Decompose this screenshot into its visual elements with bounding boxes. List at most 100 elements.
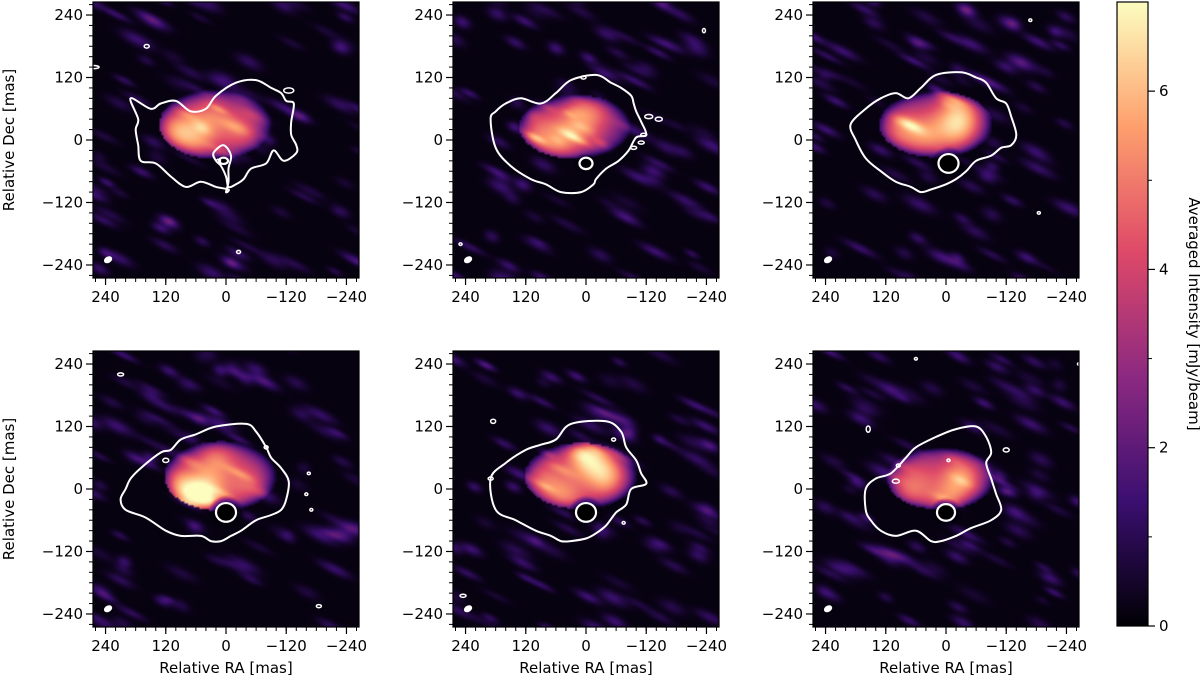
x-tick-label: 120 [871,288,900,306]
intensity-map [453,351,719,627]
x-tick-label: 120 [151,637,180,655]
shell-contour [489,419,648,543]
noise-contour [629,145,638,151]
noise-contour [306,471,312,476]
x-tick-label: −240 [686,637,727,655]
noise-contour [701,27,707,34]
noise-contour [309,507,314,512]
noise-contour [891,478,901,485]
colorbar-tick-label: 0 [1159,617,1169,635]
x-axis-label: Relative RA [mas] [159,659,292,677]
y-tick-label: 120 [774,418,803,436]
y-tick-label: 0 [73,480,83,498]
noise-contour [263,445,269,450]
noise-contour [215,158,222,164]
x-tick-label: −120 [986,637,1027,655]
x-axis-label: Relative RA [mas] [519,659,652,677]
y-tick-label: 120 [414,418,443,436]
panel-5: 240 120 0 −120 −240 240 120 0 −120 −240 Relative R… [402,347,727,677]
intensity-map [813,351,1079,627]
y-tick-label: −240 [762,256,803,274]
panel-4: 240 120 0 −120 −240 240 120 0 −120 −240 Relative D… [0,350,367,677]
y-axis-label: Relative Dec [mas] [0,418,18,560]
y-tick-label: −240 [762,605,803,623]
y-tick-label: 0 [433,480,443,498]
intensity-map [93,2,359,278]
x-tick-label: 240 [451,288,480,306]
panel-grid: 240 120 0 −120 −240 240 120 0 −120 −240 Relative D… [0,1,1087,677]
colorbar: 0 2 4 6 Averaged Intensity [mJy/beam] [1116,1,1200,635]
colorbar-tick-label: 2 [1159,439,1169,457]
x-tick-label: 240 [451,637,480,655]
noise-contour [487,476,494,481]
noise-contour [315,603,323,609]
panel-3: 240 120 0 −120 −240 240 120 0 −120 −240 [762,1,1087,306]
y-axis-label: Relative Dec [mas] [0,69,18,211]
noise-contour [1002,447,1010,453]
y-tick-label: −120 [762,542,803,560]
x-tick-label: 240 [91,288,120,306]
y-tick-label: −240 [42,256,83,274]
noise-contour [458,242,463,247]
x-tick-label: 240 [91,637,120,655]
y-tick-label: 120 [414,69,443,87]
x-tick-label: −240 [686,288,727,306]
intensity-map [453,2,719,278]
colorbar-gradient [1116,1,1149,627]
noise-contour [946,458,951,463]
noise-contour [621,520,626,525]
noise-contour [162,457,170,464]
x-tick-label: −120 [266,637,307,655]
x-tick-label: −120 [986,288,1027,306]
beam-ellipse [823,605,833,613]
y-tick-label: −240 [402,605,443,623]
beam-ellipse [103,256,113,264]
shell-contour [129,78,299,194]
noise-contour [580,75,587,80]
central-hole-contour [578,156,594,171]
x-tick-label: 0 [221,637,231,655]
x-tick-label: 240 [811,637,840,655]
noise-contour [143,43,150,49]
colorbar-label: Averaged Intensity [mJy/beam] [1185,197,1200,430]
y-tick-label: 120 [54,69,83,87]
shell-contour [849,71,1018,194]
y-tick-label: 0 [433,131,443,149]
y-tick-label: −120 [42,542,83,560]
y-tick-label: 120 [774,69,803,87]
beam-ellipse [463,256,473,264]
noise-contour [654,116,664,123]
x-tick-label: −120 [266,288,307,306]
noise-contour [459,593,467,599]
x-tick-label: 120 [511,288,540,306]
y-tick-label: 0 [793,131,803,149]
beam-ellipse [103,605,113,613]
central-hole-contour [214,501,238,523]
noise-contour [865,425,871,433]
x-tick-label: 0 [221,288,231,306]
noise-contour [913,356,919,361]
noise-contour [235,249,242,255]
central-hole-contour [217,156,230,166]
central-hole-contour [935,503,957,522]
noise-contour [594,347,598,350]
x-tick-label: 0 [941,637,951,655]
y-tick-label: 120 [54,418,83,436]
y-tick-label: 0 [73,131,83,149]
x-tick-label: −240 [326,288,367,306]
central-hole-contour [937,152,960,174]
noise-contour [639,132,648,138]
shell-contour [119,422,290,543]
shell-contour [863,425,1003,544]
noise-contour [1028,18,1033,23]
panel-2: 240 120 0 −120 −240 240 120 0 −120 −240 [402,1,727,306]
y-tick-label: −120 [42,193,83,211]
colorbar-tick-label: 4 [1159,260,1169,278]
x-tick-label: 120 [871,637,900,655]
intensity-map [93,351,359,627]
colorbar-tick-label: 6 [1159,82,1169,100]
y-tick-label: 0 [793,480,803,498]
y-tick-label: −240 [42,605,83,623]
y-tick-label: 240 [54,6,83,24]
